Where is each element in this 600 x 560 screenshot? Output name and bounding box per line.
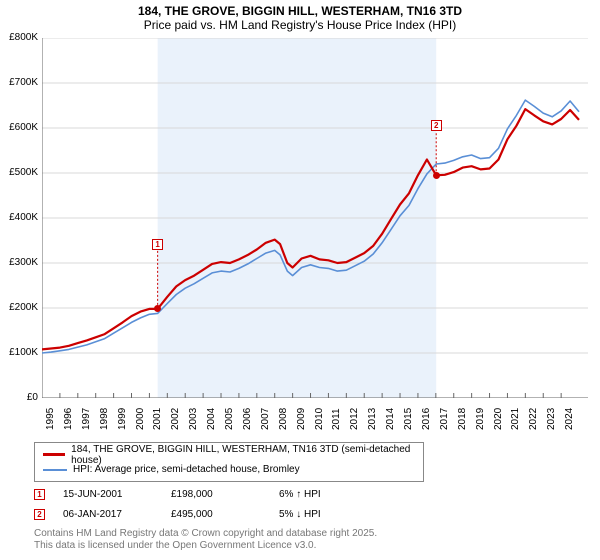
y-tick-label: £700K <box>9 77 38 88</box>
y-tick-label: £100K <box>9 347 38 358</box>
x-tick-label: 2003 <box>188 408 199 430</box>
x-tick-label: 1995 <box>45 408 56 430</box>
legend-swatch <box>43 453 65 456</box>
sale-events: 1 15-JUN-2001 £198,000 6% ↑ HPI 2 06-JAN-2017… <box>34 484 379 524</box>
sale-price: £495,000 <box>171 509 261 520</box>
chart-plot-area: 12 <box>42 38 588 398</box>
attribution-line1: Contains HM Land Registry data © Crown c… <box>34 528 377 540</box>
legend-swatch <box>43 469 67 471</box>
y-tick-label: £200K <box>9 302 38 313</box>
x-tick-label: 2012 <box>349 408 360 430</box>
chart-title: 184, THE GROVE, BIGGIN HILL, WESTERHAM, … <box>0 0 600 18</box>
sale-marker-box: 2 <box>431 120 442 131</box>
sale-marker-dot <box>433 172 440 179</box>
x-tick-label: 2002 <box>170 408 181 430</box>
x-tick-label: 2021 <box>510 408 521 430</box>
x-tick-label: 2001 <box>152 408 163 430</box>
y-tick-label: £800K <box>9 32 38 43</box>
x-tick-label: 2016 <box>421 408 432 430</box>
x-tick-label: 2018 <box>457 408 468 430</box>
attribution-line2: This data is licensed under the Open Gov… <box>34 540 377 552</box>
legend-label: HPI: Average price, semi-detached house,… <box>73 464 300 475</box>
x-tick-label: 2019 <box>475 408 486 430</box>
attribution: Contains HM Land Registry data © Crown c… <box>34 528 377 552</box>
x-tick-label: 2008 <box>278 408 289 430</box>
sale-pct: 6% ↑ HPI <box>279 489 379 500</box>
x-tick-label: 2007 <box>260 408 271 430</box>
x-tick-label: 2017 <box>439 408 450 430</box>
sale-date: 15-JUN-2001 <box>63 489 153 500</box>
chart-subtitle: Price paid vs. HM Land Registry's House … <box>0 18 600 32</box>
x-axis-labels: 1995 1996 1997 1998 1999 2000 2001 2002 2003 2004… <box>42 400 588 440</box>
x-tick-label: 1998 <box>99 408 110 430</box>
legend-label: 184, THE GROVE, BIGGIN HILL, WESTERHAM, … <box>71 444 415 466</box>
x-tick-label: 2024 <box>564 408 575 430</box>
y-tick-label: £400K <box>9 212 38 223</box>
sale-row: 2 06-JAN-2017 £495,000 5% ↓ HPI <box>34 504 379 524</box>
y-tick-label: £0 <box>27 392 38 403</box>
legend-row: 184, THE GROVE, BIGGIN HILL, WESTERHAM, … <box>43 447 415 462</box>
x-tick-label: 2013 <box>367 408 378 430</box>
legend: 184, THE GROVE, BIGGIN HILL, WESTERHAM, … <box>34 442 424 482</box>
sale-pct: 5% ↓ HPI <box>279 509 379 520</box>
y-tick-label: £600K <box>9 122 38 133</box>
x-tick-label: 2000 <box>135 408 146 430</box>
y-tick-label: £500K <box>9 167 38 178</box>
x-tick-label: 1997 <box>81 408 92 430</box>
x-tick-label: 1996 <box>63 408 74 430</box>
sale-marker-box: 1 <box>152 239 163 250</box>
x-tick-label: 2005 <box>224 408 235 430</box>
x-tick-label: 2020 <box>493 408 504 430</box>
y-tick-label: £300K <box>9 257 38 268</box>
x-tick-label: 2009 <box>296 408 307 430</box>
y-axis-labels: £0£100K£200K£300K£400K£500K£600K£700K£80… <box>0 38 40 398</box>
sale-row: 1 15-JUN-2001 £198,000 6% ↑ HPI <box>34 484 379 504</box>
x-tick-label: 2010 <box>314 408 325 430</box>
chart-svg <box>42 38 588 398</box>
x-tick-label: 2011 <box>331 408 342 430</box>
sale-date: 06-JAN-2017 <box>63 509 153 520</box>
x-tick-label: 2022 <box>528 408 539 430</box>
x-tick-label: 2014 <box>385 408 396 430</box>
x-tick-label: 2015 <box>403 408 414 430</box>
sale-row-marker: 1 <box>34 489 45 500</box>
sale-row-marker: 2 <box>34 509 45 520</box>
x-tick-label: 2004 <box>206 408 217 430</box>
x-tick-label: 2006 <box>242 408 253 430</box>
x-tick-label: 2023 <box>546 408 557 430</box>
sale-price: £198,000 <box>171 489 261 500</box>
x-tick-label: 1999 <box>117 408 128 430</box>
